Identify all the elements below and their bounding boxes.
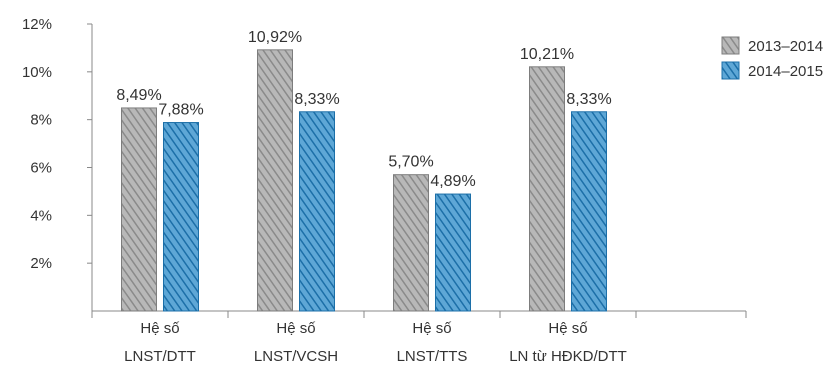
legend: 2013–2014 2014–2015 <box>721 36 823 80</box>
x-category-label: Hệ số <box>412 320 452 337</box>
data-label: 10,92% <box>248 29 302 46</box>
data-label: 8,33% <box>566 91 611 108</box>
y-tick-label: 8% <box>30 112 52 129</box>
data-label: 10,21% <box>520 46 574 63</box>
legend-swatch <box>721 36 740 55</box>
y-tick-label: 6% <box>30 160 52 177</box>
y-tick-label: 4% <box>30 207 52 224</box>
y-axis: 12% 10% 8% 6% 4% 2% <box>22 16 93 311</box>
x-category-label: Hệ số <box>276 320 316 337</box>
x-category-label: LNST/DTT <box>124 348 196 365</box>
bar-2014-2015 <box>435 193 471 312</box>
data-label: 5,70% <box>388 154 433 171</box>
x-axis: Hệ số LNST/DTT Hệ số LNST/VCSH Hệ số LNST/TTS… <box>91 310 747 365</box>
y-tick-label: 2% <box>30 255 52 272</box>
data-labels: 8,49%7,88% 10,92% 8,33% 5,70% 4,89% 10,21% 8,3… <box>116 29 611 190</box>
bar-2013-2014 <box>393 174 429 312</box>
bar-2014-2015 <box>299 111 335 312</box>
x-category-label: Hệ số <box>140 320 180 337</box>
bar-2013-2014 <box>121 107 157 312</box>
data-label: 8,49% <box>116 87 161 104</box>
bar-2014-2015 <box>571 111 607 312</box>
bar-2014-2015 <box>163 122 199 312</box>
x-category-label: LNST/VCSH <box>254 348 338 365</box>
data-label: 4,89% <box>430 173 475 190</box>
y-tick-label: 10% <box>22 64 52 81</box>
y-tick-label: 12% <box>22 16 52 33</box>
x-category-label: LN từ HĐKD/DTT <box>509 348 627 365</box>
data-label: 7,88% <box>158 102 203 119</box>
data-label: 8,33% <box>294 91 339 108</box>
x-category-label: Hệ số <box>548 320 588 337</box>
bar-2013-2014 <box>257 49 293 312</box>
bars <box>121 49 607 312</box>
bar-2013-2014 <box>529 66 565 312</box>
x-category-label: LNST/TTS <box>397 348 468 365</box>
legend-swatch <box>721 61 740 80</box>
legend-label: 2014–2015 <box>748 63 823 80</box>
legend-label: 2013–2014 <box>748 38 823 55</box>
